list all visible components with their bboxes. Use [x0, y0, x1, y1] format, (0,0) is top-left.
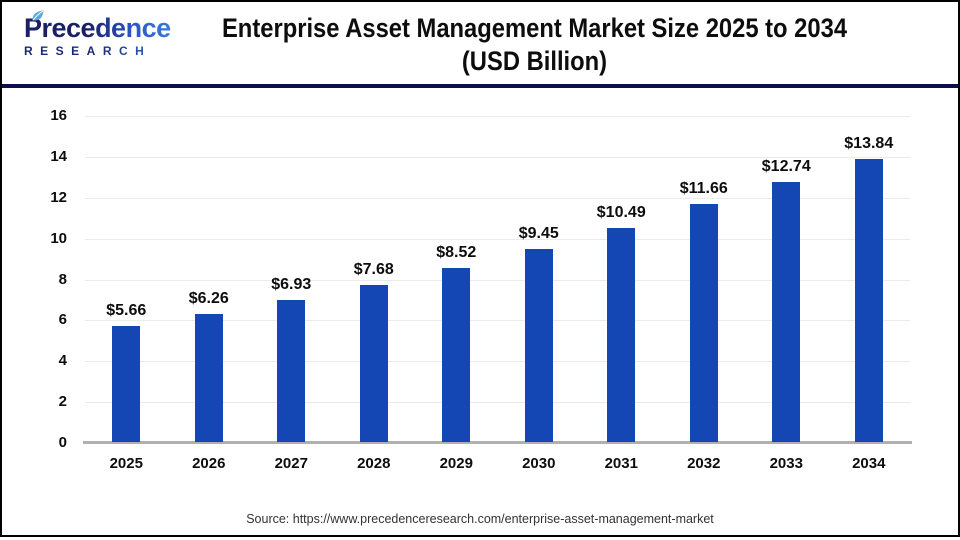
gridline-12 — [85, 197, 910, 199]
bar-2034 — [854, 159, 883, 442]
logo-sub-text: RESEARCH — [24, 44, 174, 58]
bar-value-label-2033: $12.74 — [761, 157, 811, 175]
chart-title-line1: Enterprise Asset Management Market Size … — [221, 13, 848, 43]
bar-value-label-2032: $11.66 — [679, 179, 728, 197]
y-tick-label-10: 10 — [50, 229, 67, 247]
bar-value-label-2034: $13.84 — [844, 135, 894, 153]
gridline-6 — [85, 320, 910, 322]
y-tick-label-8: 8 — [58, 270, 67, 288]
gridline-4 — [85, 361, 910, 363]
x-axis-line — [83, 441, 912, 444]
x-tick-label-2033: 2033 — [769, 455, 803, 472]
bar-2031 — [607, 227, 636, 442]
bar-2029 — [442, 267, 471, 442]
y-tick-label-16: 16 — [50, 107, 67, 124]
bar-2030 — [524, 248, 553, 442]
bar-value-label-2029: $8.52 — [436, 243, 477, 261]
bar-2028 — [359, 285, 388, 442]
y-tick-label-12: 12 — [50, 188, 67, 206]
gridline-8 — [85, 279, 910, 281]
bar-value-label-2027: $6.93 — [271, 276, 312, 294]
gridline-14 — [85, 156, 910, 158]
bar-value-label-2031: $10.49 — [596, 203, 646, 221]
x-tick-label-2030: 2030 — [522, 455, 556, 472]
x-tick-label-2027: 2027 — [274, 455, 308, 472]
bar-2033 — [772, 181, 801, 442]
gridline-2 — [85, 402, 910, 404]
y-tick-label-4: 4 — [58, 352, 67, 370]
bar-2025 — [112, 326, 141, 442]
bar-value-label-2028: $7.68 — [353, 261, 394, 279]
header-divider — [2, 84, 958, 88]
x-tick-label-2026: 2026 — [192, 455, 226, 472]
chart-title: Enterprise Asset Management Market Size … — [172, 12, 897, 78]
x-tick-label-2031: 2031 — [604, 455, 638, 472]
x-tick-label-2034: 2034 — [852, 455, 886, 472]
y-tick-label-2: 2 — [58, 393, 67, 411]
chart-title-line2: (USD Billion) — [461, 46, 608, 76]
bar-2026 — [194, 314, 223, 442]
x-tick-label-2029: 2029 — [439, 455, 473, 472]
precedence-research-logo: Precedence RESEARCH — [24, 10, 174, 71]
y-tick-label-14: 14 — [50, 147, 67, 165]
x-tick-label-2028: 2028 — [357, 455, 391, 472]
bar-value-label-2030: $9.45 — [518, 224, 559, 242]
x-tick-label-2032: 2032 — [687, 455, 721, 472]
gridline-16 — [85, 116, 910, 117]
logo-brand-text: Precedence — [24, 13, 174, 43]
source-text: Source: https://www.precedenceresearch.c… — [246, 512, 714, 526]
bar-value-label-2026: $6.26 — [188, 290, 229, 308]
bar-value-label-2025: $5.66 — [106, 302, 147, 320]
bar-2032 — [689, 203, 718, 442]
x-tick-label-2025: 2025 — [109, 455, 143, 472]
y-tick-label-0: 0 — [58, 434, 67, 451]
bar-2027 — [277, 300, 306, 442]
y-tick-label-6: 6 — [58, 311, 67, 329]
plot-area: $5.66 $6.26 $6.93 $7.68 $8.52 $9.45 $10.49 $11.… — [83, 116, 912, 444]
gridline-10 — [85, 238, 910, 240]
leaf-icon — [32, 10, 44, 21]
header: Precedence RESEARCH Enterprise Asset Man… — [2, 2, 958, 84]
